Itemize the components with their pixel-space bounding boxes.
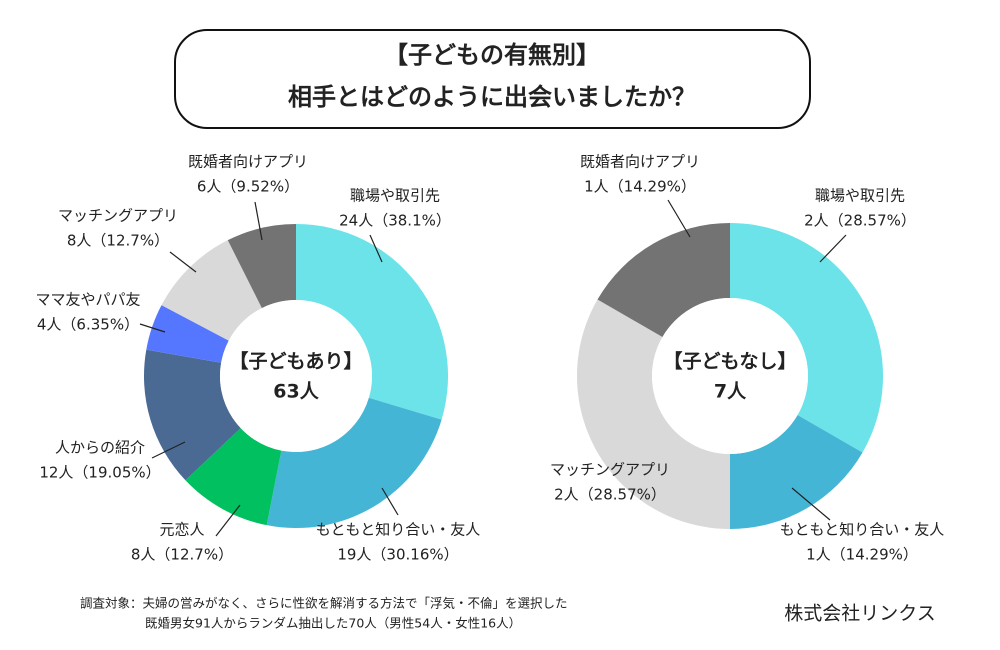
- value-label: 12人（19.05%）: [39, 464, 160, 482]
- leader-line: [819, 234, 847, 263]
- center-label: 63人: [273, 381, 319, 403]
- slice: [185, 428, 282, 526]
- slice-label: 既婚者向けアプリ: [188, 153, 308, 171]
- slice-label: もともと知り合い・友人: [316, 521, 480, 539]
- center-label: 【子どもなし】: [663, 350, 796, 373]
- value-label: 8人（12.7%）: [131, 546, 233, 564]
- slice: [730, 415, 863, 529]
- value-label: 6人（9.52%）: [197, 178, 299, 196]
- slice: [143, 349, 241, 481]
- leader-line: [254, 201, 263, 241]
- slice: [227, 224, 296, 309]
- value-label: 2人（28.57%）: [804, 212, 916, 230]
- title-box: [174, 29, 811, 129]
- title: 相手とはどのように出会いましたか？: [288, 83, 696, 111]
- slice: [296, 224, 448, 420]
- title: 【子どもの有無別】: [384, 41, 600, 69]
- leader-line: [791, 487, 831, 521]
- leader-line: [139, 323, 166, 333]
- slice-label: ママ友やパパ友: [35, 291, 140, 309]
- leader-line: [381, 487, 399, 516]
- slice: [146, 305, 229, 363]
- value-label: 19人（30.16%）: [337, 546, 458, 564]
- slice: [597, 223, 730, 337]
- center-label: 【子どもあり】: [229, 350, 362, 373]
- slice-label: 既婚者向けアプリ: [580, 153, 700, 171]
- leader-line: [215, 504, 241, 537]
- leader-line: [667, 199, 691, 238]
- value-label: 8人（12.7%）: [67, 232, 169, 250]
- slice: [161, 240, 262, 341]
- leader-line: [169, 251, 197, 273]
- slice: [266, 397, 442, 528]
- slice: [576, 299, 730, 529]
- slice-label: マッチングアプリ: [550, 461, 670, 479]
- value-label: 24人（38.1%）: [339, 212, 451, 230]
- center-label: 7人: [714, 381, 747, 403]
- leader-line: [151, 441, 186, 459]
- note: 調査対象：夫婦の営みがなく、さらに性欲を解消する方法で「浮気・不倫」を選択した: [80, 596, 568, 611]
- leader-line: [369, 234, 383, 263]
- value-label: 1人（14.29%）: [584, 178, 696, 196]
- value-label: 2人（28.57%）: [554, 486, 666, 504]
- donut-hole: [220, 300, 372, 452]
- value-label: 1人（14.29%）: [806, 546, 918, 564]
- slice-label: 人からの紹介: [55, 439, 145, 457]
- slice-label: マッチングアプリ: [58, 207, 178, 225]
- donut-hole: [652, 298, 808, 454]
- value-label: 4人（6.35%）: [37, 316, 139, 334]
- slice-label: 元恋人: [159, 521, 204, 539]
- slice-label: 職場や取引先: [815, 187, 905, 205]
- company: 株式会社リンクス: [784, 603, 935, 625]
- slice-label: 職場や取引先: [350, 187, 440, 205]
- slice-label: もともと知り合い・友人: [780, 521, 944, 539]
- slice: [730, 223, 883, 453]
- note: 既婚男女91人からランダム抽出した70人（男性54人・女性16人）: [145, 616, 521, 631]
